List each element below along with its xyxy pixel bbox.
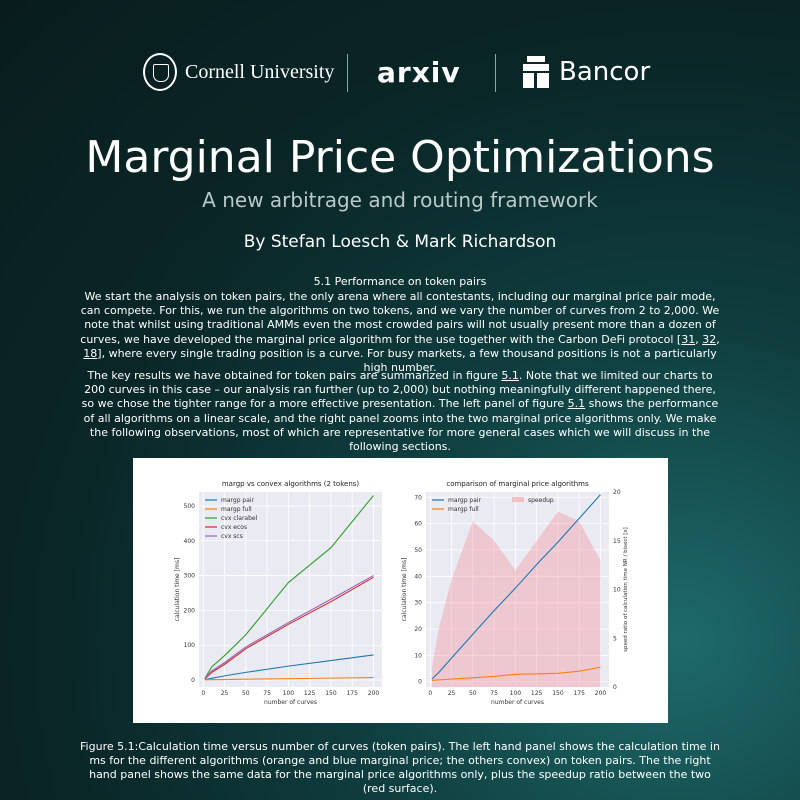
x-axis-label: number of curves bbox=[264, 699, 317, 706]
y-axis-label: calculation time [ms] bbox=[174, 558, 181, 622]
x-tick-label: 150 bbox=[552, 690, 564, 697]
y-tick-label: 50 bbox=[414, 547, 422, 554]
cornell-logo-text: Cornell University bbox=[185, 60, 335, 83]
figure-charts: 0 25 50 75 100 125 150 175 2000100200300400500ma… bbox=[174, 480, 629, 706]
citation-link[interactable]: 32 bbox=[702, 332, 717, 346]
y2-axis-label: speed ratio of calculation time NR / bis… bbox=[623, 527, 629, 652]
logo-bar: Cornell University arXiv Bancor bbox=[0, 50, 800, 98]
logo-divider bbox=[347, 54, 348, 92]
x-tick-label: 100 bbox=[510, 690, 522, 697]
arxiv-logo-text: arXiv bbox=[377, 56, 461, 89]
series-line-margp-pair bbox=[431, 494, 601, 680]
y-axis-label: calculation time [ms] bbox=[401, 558, 408, 622]
legend-label: cvx scs bbox=[221, 533, 243, 540]
y2-tick-label: 5 bbox=[613, 635, 617, 642]
y-tick-label: 300 bbox=[184, 573, 196, 580]
bancor-logo-text: Bancor bbox=[559, 57, 651, 87]
plot-area bbox=[426, 492, 609, 687]
y-tick-label: 20 bbox=[414, 626, 422, 633]
paragraph-text: The key results we have obtained for tok… bbox=[87, 369, 502, 382]
authors: By Stefan Loesch & Mark Richardson bbox=[243, 232, 557, 252]
legend-label: cvx ecos bbox=[221, 524, 247, 531]
y-tick-label: 30 bbox=[414, 600, 422, 607]
figure-caption: Figure 5.1:Calculation time versus numbe… bbox=[80, 740, 720, 795]
legend-label: margp full bbox=[221, 506, 252, 513]
cornell-seal-icon bbox=[143, 53, 177, 91]
y-tick-label: 0 bbox=[418, 679, 422, 686]
y2-tick-label: 15 bbox=[613, 538, 621, 545]
x-tick-label: 25 bbox=[448, 690, 456, 697]
paragraph-2: The key results we have obtained for tok… bbox=[80, 369, 720, 454]
legend-label: margp pair bbox=[221, 497, 255, 504]
legend-label: margp pair bbox=[448, 497, 482, 504]
chart-title: margp vs convex algorithms (2 tokens) bbox=[222, 480, 360, 488]
y-tick-label: 400 bbox=[184, 538, 196, 545]
legend-label: cvx clarabel bbox=[221, 515, 258, 522]
paragraph-text: . Note that we limited our charts to 200… bbox=[81, 369, 716, 411]
paragraph-text: We start the analysis on token pairs, th… bbox=[80, 290, 720, 346]
citation-link[interactable]: 31 bbox=[681, 332, 696, 346]
y-tick-label: 0 bbox=[191, 677, 195, 684]
series-area-speedup bbox=[431, 511, 601, 687]
series-line-margp-pair bbox=[204, 654, 374, 681]
y-tick-label: 100 bbox=[184, 642, 196, 649]
y-tick-label: 60 bbox=[414, 521, 422, 528]
x-tick-label: 100 bbox=[283, 690, 295, 697]
cornell-logo: Cornell University bbox=[143, 53, 334, 91]
x-tick-label: 50 bbox=[242, 690, 250, 697]
section-heading: 5.1 Performance on token pairs bbox=[313, 275, 487, 288]
x-tick-label: 175 bbox=[573, 690, 585, 697]
legend-swatch bbox=[512, 497, 524, 502]
figure-link[interactable]: 5.1 bbox=[567, 397, 586, 411]
y-tick-label: 40 bbox=[414, 573, 422, 580]
series-line-cvx-scs bbox=[204, 575, 374, 680]
bancor-logo: Bancor bbox=[523, 56, 650, 88]
x-axis-label: number of curves bbox=[491, 699, 544, 706]
page-subtitle: A new arbitrage and routing framework bbox=[202, 188, 598, 212]
legend-label: margp full bbox=[448, 506, 479, 513]
page-title: Marginal Price Optimizations bbox=[85, 132, 715, 183]
y2-tick-label: 0 bbox=[613, 684, 617, 691]
series-line-cvx-clarabel bbox=[204, 495, 374, 679]
y-tick-label: 70 bbox=[414, 494, 422, 501]
figure-5-1: 0 25 50 75 100 125 150 175 200 0 100 200 300 400 500 ma… bbox=[133, 458, 668, 723]
paragraph-1: We start the analysis on token pairs, th… bbox=[80, 290, 720, 375]
y2-tick-label: 10 bbox=[613, 587, 621, 594]
y-tick-label: 200 bbox=[184, 607, 196, 614]
x-tick-label: 75 bbox=[263, 690, 271, 697]
paragraph-text: shows the performance of all algorithms … bbox=[83, 397, 719, 454]
series-line-margp-full bbox=[431, 666, 601, 681]
bancor-logo-icon bbox=[523, 56, 549, 88]
arxiv-logo-icon: arXiv bbox=[377, 56, 461, 89]
x-tick-label: 125 bbox=[531, 690, 543, 697]
x-tick-label: 150 bbox=[325, 690, 337, 697]
x-tick-label: 25 bbox=[221, 690, 229, 697]
x-tick-label: 50 bbox=[469, 690, 477, 697]
legend-label: speedup bbox=[528, 497, 554, 504]
series-line-margp-full bbox=[204, 677, 374, 681]
x-tick-label: 125 bbox=[304, 690, 316, 697]
x-tick-label: 75 bbox=[490, 690, 498, 697]
x-tick-label: 0 bbox=[428, 690, 432, 697]
x-tick-label: 200 bbox=[595, 690, 607, 697]
figure-link[interactable]: 5.1 bbox=[501, 369, 519, 382]
y-tick-label: 500 bbox=[184, 503, 196, 510]
y-tick-label: 10 bbox=[414, 652, 422, 659]
paragraph-text: ], where every single trading position i… bbox=[97, 346, 717, 375]
series-line-cvx-ecos bbox=[204, 576, 374, 680]
x-tick-label: 200 bbox=[368, 690, 380, 697]
y2-tick-label: 20 bbox=[613, 489, 621, 496]
citation-link[interactable]: 18 bbox=[83, 346, 98, 360]
x-tick-label: 0 bbox=[201, 690, 205, 697]
chart-title: comparison of marginal price algorithms bbox=[446, 480, 589, 488]
x-tick-label: 175 bbox=[346, 690, 358, 697]
logo-divider bbox=[495, 54, 496, 92]
